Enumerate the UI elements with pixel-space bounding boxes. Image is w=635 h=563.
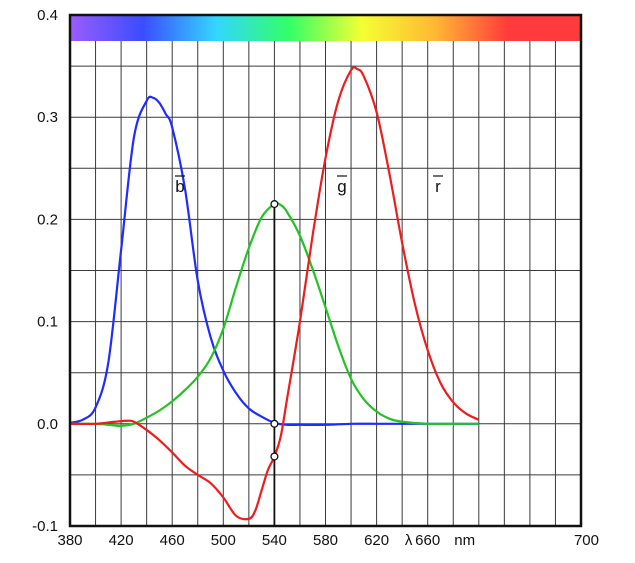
y-tick-label: 0.4 — [37, 7, 58, 24]
y-tick-label: 0.3 — [37, 109, 58, 126]
x-unit-label: nm — [454, 532, 475, 549]
plot-frame — [68, 13, 583, 528]
marker-point — [270, 452, 279, 461]
marker-point — [270, 419, 279, 428]
series-label-r: r — [435, 177, 441, 196]
x-tick-label: 420 — [109, 532, 134, 549]
y-tick-label: 0.2 — [37, 211, 58, 228]
x-tick-label: 580 — [313, 532, 338, 549]
series-curve-g — [70, 202, 479, 427]
series-curve-b — [70, 95, 479, 427]
y-tick-label: -0.1 — [32, 518, 58, 535]
series-curves — [70, 66, 480, 521]
x-tick-label: 700 — [574, 532, 599, 549]
marker-point — [270, 200, 279, 209]
series-curve-r — [70, 66, 480, 521]
x-tick-label: 660 — [415, 532, 440, 549]
x-axis-tick-labels: 380 420 460 500 540 580 620 660 700 λ nm — [57, 532, 599, 549]
series-label-g: g — [337, 177, 346, 196]
grid-lines — [70, 41, 581, 526]
y-tick-label: 0.0 — [37, 416, 58, 433]
x-tick-label: 540 — [262, 532, 287, 549]
x-tick-label: 380 — [57, 532, 82, 549]
y-axis-tick-labels: 0.4 0.3 0.2 0.1 0.0 -0.1 — [32, 7, 58, 535]
series-label-b: b — [175, 177, 184, 196]
y-tick-label: 0.1 — [37, 314, 58, 331]
spectrum-color-band — [70, 15, 581, 41]
x-tick-label: 620 — [364, 532, 389, 549]
x-tick-label: 460 — [160, 532, 185, 549]
vertical-marker-540 — [270, 200, 279, 526]
x-unit-label: λ — [405, 532, 413, 549]
x-tick-label: 500 — [211, 532, 236, 549]
